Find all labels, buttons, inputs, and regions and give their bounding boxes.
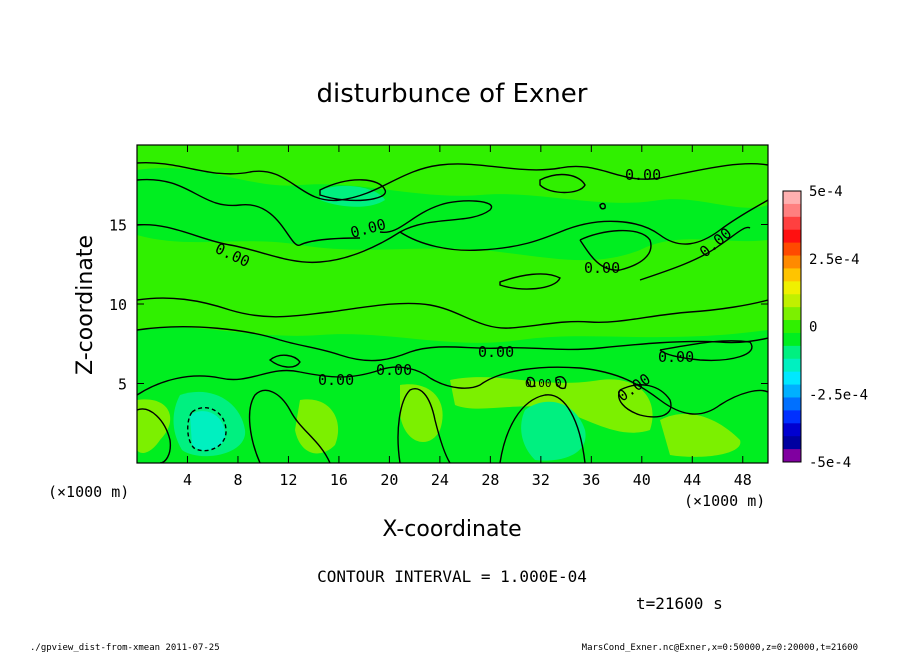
contour-line bbox=[429, 366, 768, 415]
contour-line bbox=[659, 340, 753, 362]
contour-line bbox=[639, 226, 751, 281]
colorbar-swatch bbox=[783, 216, 801, 231]
x-axis-label: X-coordinate bbox=[382, 517, 521, 542]
x-tick-label: 16 bbox=[330, 471, 348, 489]
colorbar bbox=[782, 190, 802, 463]
y-tick-label: 10 bbox=[109, 296, 127, 314]
colorbar-tick-label: 2.5e-4 bbox=[809, 252, 860, 268]
contour-line bbox=[397, 388, 451, 463]
chart-title: disturbunce of Exner bbox=[317, 79, 588, 109]
colorbar-swatch bbox=[783, 307, 801, 321]
colorbar-tick-label: 0 bbox=[809, 320, 817, 336]
colorbar-swatch bbox=[783, 358, 801, 373]
colorbar-swatch bbox=[783, 436, 801, 450]
time-text: t=21600 s bbox=[636, 594, 723, 613]
y-axis: 5 10 15 bbox=[109, 217, 768, 394]
y-tick-label: 5 bbox=[118, 376, 127, 394]
colorbar-swatch bbox=[783, 255, 801, 269]
contour-label: 0.00 bbox=[376, 361, 412, 379]
x-tick-label: 28 bbox=[481, 471, 499, 489]
contour-line bbox=[248, 389, 331, 463]
contour-line bbox=[268, 354, 301, 368]
colorbar-swatch bbox=[783, 242, 801, 257]
footer-left: ./gpview_dist-from-xmean 2011-07-25 bbox=[30, 643, 220, 653]
contour-label: 0.00 bbox=[318, 371, 354, 389]
contour-label: 0.00 bbox=[625, 166, 661, 184]
colorbar-swatch bbox=[783, 332, 801, 347]
x-unit-left: (×1000 m) bbox=[48, 483, 129, 501]
contour-line bbox=[137, 408, 172, 463]
colorbar-swatch bbox=[783, 281, 801, 295]
x-tick-label: 20 bbox=[380, 471, 398, 489]
y-tick-label: 15 bbox=[109, 217, 127, 235]
contour-line bbox=[137, 366, 431, 396]
contour-label: 0.00 bbox=[658, 348, 694, 366]
shade-region bbox=[320, 185, 385, 207]
colorbar-tick-label: 5e-4 bbox=[809, 184, 843, 200]
contour-line bbox=[319, 179, 386, 202]
contour-interval-text: CONTOUR INTERVAL = 1.000E-04 bbox=[317, 567, 587, 586]
contour-label: 0.00 bbox=[478, 343, 514, 361]
colorbar-ticks: 5e-4 2.5e-4 0 -2.5e-4 -5e-4 bbox=[809, 184, 868, 471]
contour-line bbox=[599, 202, 606, 210]
x-unit-right: (×1000 m) bbox=[684, 492, 765, 510]
x-tick-label: 4 bbox=[183, 471, 192, 489]
shade-region bbox=[660, 413, 741, 457]
shade-region bbox=[137, 167, 768, 261]
contour-line bbox=[526, 376, 536, 388]
shade-region bbox=[295, 399, 339, 454]
contour-line bbox=[187, 407, 227, 452]
contour-line bbox=[499, 273, 561, 290]
y-axis-label: Z-coordinate bbox=[73, 235, 98, 375]
x-tick-label: 12 bbox=[279, 471, 297, 489]
x-tick-label: 8 bbox=[233, 471, 242, 489]
colorbar-swatch bbox=[783, 423, 801, 437]
colorbar-frame bbox=[782, 190, 802, 463]
colorbar-swatch bbox=[783, 191, 801, 205]
contour-line bbox=[137, 326, 768, 362]
x-tick-label: 40 bbox=[633, 471, 651, 489]
colorbar-swatch bbox=[783, 294, 801, 308]
colorbar-swatch bbox=[783, 384, 801, 398]
colorbar-swatch bbox=[783, 320, 801, 334]
footer-right: MarsCond_Exner.nc@Exner,x=0:50000,z=0:20… bbox=[582, 643, 858, 653]
x-axis: 4 8 12 16 20 24 28 32 36 40 44 48 bbox=[183, 145, 752, 489]
colorbar-swatch bbox=[783, 229, 801, 244]
contour-line bbox=[137, 297, 768, 329]
plot-area: 0.00 0.00 0.00 0.00 0.00 0.00 0.00 0.00 … bbox=[137, 145, 768, 463]
contour-lines bbox=[137, 162, 768, 463]
contour-line bbox=[137, 162, 768, 202]
contour-line bbox=[539, 173, 586, 194]
contour-label: 0.00 bbox=[525, 377, 552, 390]
shade-region bbox=[420, 214, 495, 238]
contour-line bbox=[399, 199, 768, 252]
colorbar-tick-label: -5e-4 bbox=[809, 455, 851, 471]
colorbar-tick-label: -2.5e-4 bbox=[809, 387, 868, 403]
contour-line bbox=[618, 384, 672, 418]
contour-line bbox=[555, 376, 567, 390]
x-tick-label: 24 bbox=[431, 471, 449, 489]
contour-line bbox=[137, 178, 361, 246]
x-tick-label: 32 bbox=[532, 471, 550, 489]
contour-line bbox=[137, 200, 493, 264]
shade-region bbox=[137, 399, 171, 453]
contour-label: 0 bbox=[555, 377, 562, 390]
contour-line bbox=[579, 229, 652, 271]
x-tick-label: 48 bbox=[734, 471, 752, 489]
contour-label: 0.00 bbox=[584, 259, 620, 277]
contour-line bbox=[499, 394, 586, 463]
x-tick-label: 36 bbox=[582, 471, 600, 489]
shade-region bbox=[400, 384, 443, 442]
shade-region bbox=[190, 411, 225, 451]
colorbar-swatch bbox=[783, 397, 801, 411]
shade-region bbox=[521, 401, 586, 461]
x-tick-label: 44 bbox=[683, 471, 701, 489]
colorbar-swatch bbox=[783, 410, 801, 424]
colorbar-swatch bbox=[783, 203, 801, 218]
colorbar-swatch bbox=[783, 449, 801, 463]
colorbar-swatch bbox=[783, 268, 801, 282]
colorbar-swatch bbox=[783, 345, 801, 360]
colorbar-swatch bbox=[783, 371, 801, 386]
